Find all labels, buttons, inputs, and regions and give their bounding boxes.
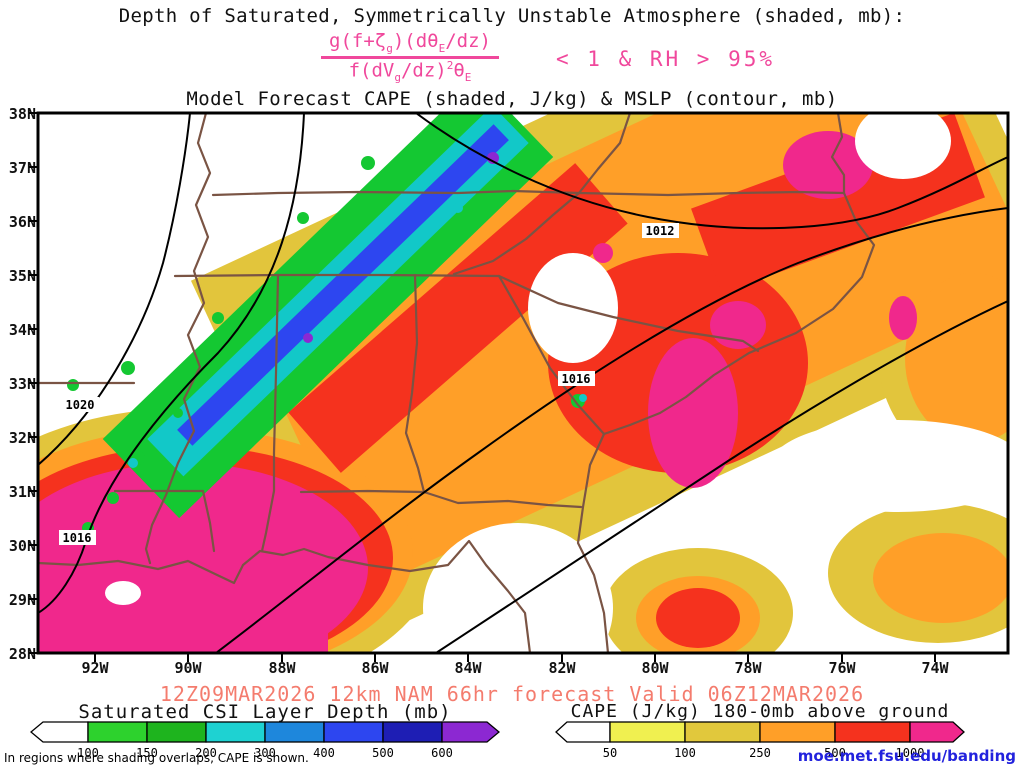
csi-colorbar-segment	[205, 721, 266, 743]
csi-colorbar: 100 150 200 300 400 500 600	[30, 721, 500, 760]
x-axis-label: 90W	[174, 659, 202, 677]
csi-colorbar-segment	[382, 721, 443, 743]
x-axis-label: 86W	[361, 659, 389, 677]
banding-link[interactable]: moe.met.fsu.edu/banding	[797, 747, 1016, 765]
x-axis-label: 84W	[454, 659, 482, 677]
y-axis-label: 33N	[8, 375, 36, 393]
equation-denominator: f(dVg/dz)2θE	[348, 58, 472, 85]
y-axis-label: 30N	[8, 537, 36, 555]
x-axis-label: 82W	[548, 659, 576, 677]
cape-colorbar-segment	[555, 721, 611, 743]
colorbar-tick: 250	[749, 746, 771, 760]
csi-colorbar-segment	[323, 721, 384, 743]
map-plot: 1020 1016 1012 1016	[29, 111, 1010, 662]
cape-colorbar-segment	[834, 721, 911, 743]
colorbar-tick: 50	[603, 746, 617, 760]
y-axis-label: 38N	[8, 105, 36, 123]
colorbar-tick: 300	[254, 746, 276, 760]
y-axis-label: 29N	[8, 591, 36, 609]
colorbar-tick: 1000	[896, 746, 925, 760]
csi-shading	[67, 113, 587, 534]
csi-colorbar-segment	[264, 721, 325, 743]
cape-colorbar: 50 100 250 500 1000	[555, 721, 965, 760]
equation-numerator: g(f+ζg)(dθE/dz)	[321, 30, 499, 59]
csi-colorbar-segment	[441, 721, 500, 743]
csi-colorbar-segment	[87, 721, 148, 743]
cape-legend-title: CAPE (J/kg) 180-0mb above ground	[570, 701, 950, 722]
contour-label: 1020	[66, 398, 95, 412]
overlap-note: In regions where shading overlaps, CAPE …	[4, 751, 309, 765]
colorbar-tick: 200	[195, 746, 217, 760]
x-axis-label: 76W	[828, 659, 856, 677]
cape-colorbar-segment	[759, 721, 836, 743]
y-axis-label: 37N	[8, 159, 36, 177]
cape-colorbar-segment	[684, 721, 761, 743]
csi-equation: g(f+ζg)(dθE/dz) f(dVg/dz)2θE	[240, 30, 580, 84]
csi-colorbar-segment	[146, 721, 207, 743]
csi-legend-title: Saturated CSI Layer Depth (mb)	[78, 701, 452, 723]
y-axis-label: 32N	[8, 429, 36, 447]
y-axis-label: 28N	[8, 645, 36, 663]
colorbar-tick: 100	[674, 746, 696, 760]
colorbar-tick: 500	[824, 746, 846, 760]
y-axis-label: 36N	[8, 213, 36, 231]
contour-label: 1012	[646, 224, 675, 238]
page-title: Depth of Saturated, Symmetrically Unstab…	[118, 5, 906, 27]
colorbar-tick: 500	[372, 746, 394, 760]
colorbar-tick: 400	[313, 746, 335, 760]
equation-condition: < 1 & RH > 95%	[556, 47, 776, 71]
forecast-info-line: 12Z09MAR2026 12km NAM 66hr forecast Vali…	[159, 682, 865, 706]
x-axis-label: 88W	[268, 659, 296, 677]
x-axis-label: 92W	[81, 659, 109, 677]
csi-colorbar-segment	[30, 721, 89, 743]
contour-label-group: 1020 1016 1012 1016	[59, 223, 679, 545]
subtitle: Model Forecast CAPE (shaded, J/kg) & MSL…	[186, 88, 838, 110]
y-axis-label: 31N	[8, 483, 36, 501]
colorbar-tick: 100	[77, 746, 99, 760]
colorbar-tick: 600	[431, 746, 453, 760]
x-axis-label: 78W	[734, 659, 762, 677]
y-axis-label: 34N	[8, 321, 36, 339]
axis-ticks	[29, 112, 936, 662]
cape-colorbar-segment	[909, 721, 965, 743]
contour-label: 1016	[63, 531, 92, 545]
colorbar-tick: 150	[136, 746, 158, 760]
x-axis-label: 74W	[921, 659, 949, 677]
cape-colorbar-segment	[609, 721, 686, 743]
y-axis-label: 35N	[8, 267, 36, 285]
x-axis-label: 80W	[641, 659, 669, 677]
state-borders	[38, 113, 876, 653]
mslp-contours	[38, 113, 1008, 653]
contour-label: 1016	[562, 372, 591, 386]
